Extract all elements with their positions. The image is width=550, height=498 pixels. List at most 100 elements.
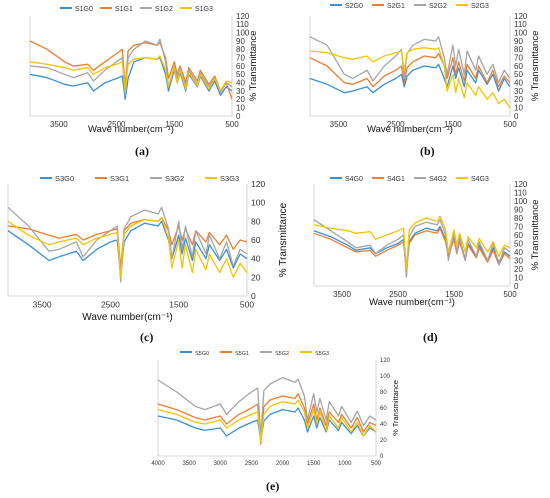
- legend-label-S1G1: S1G1: [115, 6, 133, 13]
- legend-label-S1G3: S1G3: [195, 6, 213, 13]
- series-line-S1G1: [29, 40, 233, 100]
- legend-label-S5G2: S5G2: [275, 351, 289, 357]
- y-tick-label: 40: [380, 422, 387, 428]
- legend-label-S1G0: S1G0: [75, 6, 93, 13]
- series-line-S2G0: [309, 63, 511, 94]
- x-tick-label: 1000: [338, 461, 352, 467]
- legend-label-S3G3: S3G3: [220, 174, 239, 183]
- y-tick-label: 40: [514, 248, 523, 257]
- y-axis-label: % Transmittance: [248, 31, 259, 102]
- y-tick-label: 70: [514, 53, 523, 62]
- y-tick-label: 110: [514, 20, 527, 29]
- y-tick-label: 90: [514, 205, 523, 214]
- x-tick-label: 2500: [387, 120, 405, 129]
- series-line-S1G0: [29, 57, 233, 100]
- legend-label-S4G0: S4G0: [345, 176, 363, 183]
- y-tick-label: 60: [514, 231, 523, 240]
- y-tick-label: 30: [514, 256, 523, 265]
- legend-label-S3G2: S3G2: [165, 174, 184, 183]
- y-tick-label: 80: [251, 216, 261, 226]
- y-tick-label: 80: [514, 45, 523, 54]
- y-tick-label: 100: [380, 374, 391, 380]
- series-line-S2G3: [309, 47, 511, 109]
- series-line-S3G3: [7, 216, 248, 278]
- series-line-S3G0: [7, 220, 248, 278]
- legend-label-S2G1: S2G1: [387, 3, 405, 10]
- x-tick-label: 500: [225, 120, 239, 129]
- x-axis-label: Wave number(cm⁻¹): [82, 312, 172, 323]
- x-tick-label: 2500: [108, 120, 126, 129]
- y-tick-label: 120: [236, 12, 250, 21]
- y-tick-label: 50: [514, 70, 523, 79]
- y-tick-label: 40: [514, 78, 523, 87]
- y-tick-label: 110: [236, 20, 249, 29]
- y-tick-label: 20: [514, 265, 523, 274]
- series-line-S5G1: [157, 392, 377, 445]
- x-axis-label: Wave number(cm⁻¹): [367, 124, 453, 135]
- x-tick-label: 3500: [333, 290, 351, 299]
- y-tick-label: 20: [236, 95, 245, 104]
- y-tick-label: 80: [236, 45, 245, 54]
- legend-label-S1G2: S1G2: [155, 6, 173, 13]
- y-tick-label: 110: [514, 188, 527, 197]
- legend-label-S3G1: S3G1: [110, 174, 129, 183]
- series-line-S5G3: [157, 399, 377, 443]
- caption-d: (d): [423, 330, 438, 344]
- series-line-S4G3: [313, 215, 511, 270]
- chart-panel-e: 0 20 40 60 80 100 120 4000 3500 3000 2500 2000 1500 1…: [151, 351, 400, 467]
- y-axis-label: % Transmittance: [278, 202, 289, 277]
- y-tick-label: 120: [514, 12, 528, 21]
- caption-e: (e): [266, 479, 280, 493]
- y-tick-label: 40: [236, 78, 245, 87]
- series-line-S1G3: [29, 55, 233, 92]
- chart-panel-c: 0 20 40 60 80 100 120 3500 2500 1500 500 Wave numbe…: [7, 174, 289, 323]
- x-axis-label: Wave number(cm⁻¹): [369, 297, 455, 308]
- x-tick-label: 1500: [165, 120, 183, 129]
- y-tick-label: 20: [380, 438, 387, 444]
- legend-label-S2G0: S2G0: [345, 3, 363, 10]
- y-tick-label: 0: [380, 454, 384, 460]
- caption-b: (b): [420, 144, 435, 158]
- y-tick-label: 0: [236, 112, 241, 121]
- x-tick-label: 1500: [444, 120, 462, 129]
- y-tick-label: 50: [236, 70, 245, 79]
- series-line-S2G1: [309, 52, 511, 88]
- y-tick-label: 120: [380, 358, 391, 364]
- legend-label-S2G3: S2G3: [471, 3, 489, 10]
- x-tick-label: 3500: [33, 300, 52, 310]
- x-tick-label: 2000: [276, 461, 290, 467]
- series-line-S4G1: [313, 227, 511, 272]
- y-tick-label: 80: [380, 390, 387, 396]
- y-tick-label: 10: [514, 103, 523, 112]
- x-tick-label: 500: [503, 290, 517, 299]
- x-tick-label: 500: [371, 461, 382, 467]
- x-tick-label: 500: [503, 120, 517, 129]
- y-tick-label: 30: [236, 87, 245, 96]
- y-tick-label: 120: [251, 179, 265, 189]
- x-tick-label: 500: [240, 300, 254, 310]
- y-tick-label: 100: [236, 28, 250, 37]
- y-tick-label: 70: [514, 222, 523, 231]
- y-tick-label: 10: [236, 103, 245, 112]
- x-tick-label: 1500: [307, 461, 321, 467]
- x-tick-label: 4000: [151, 461, 165, 467]
- x-tick-label: 2500: [245, 461, 259, 467]
- y-tick-label: 100: [514, 28, 528, 37]
- y-tick-label: 0: [514, 112, 519, 121]
- legend-label-S5G0: S5G0: [195, 351, 209, 357]
- series-line-S5G2: [157, 376, 377, 437]
- x-axis-label: Wave number(cm⁻¹): [88, 124, 174, 135]
- y-axis-label: % Transmittance: [391, 380, 400, 436]
- x-tick-label: 1500: [445, 290, 463, 299]
- legend-label-S5G1: S5G1: [235, 351, 249, 357]
- series-line-S5G0: [157, 407, 377, 441]
- y-tick-label: 30: [514, 87, 523, 96]
- x-tick-label: 3500: [50, 120, 68, 129]
- y-tick-label: 0: [514, 282, 519, 291]
- legend-label-S5G3: S5G3: [315, 351, 329, 357]
- x-tick-label: 3500: [330, 120, 348, 129]
- y-tick-label: 20: [251, 272, 261, 282]
- x-tick-label: 1500: [169, 300, 188, 310]
